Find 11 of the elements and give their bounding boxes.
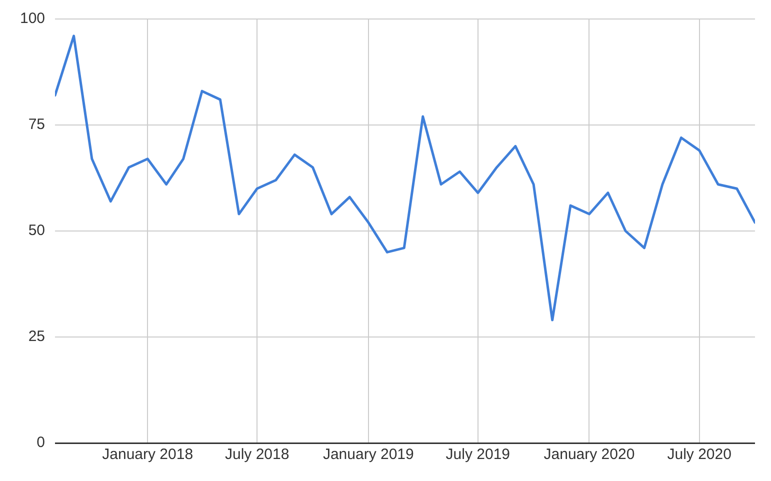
x-tick-label: July 2019 [446,446,510,464]
y-tick-label: 0 [36,434,46,452]
x-tick-label: July 2018 [224,446,290,464]
x-tick-label: January 2020 [544,446,635,464]
x-tick-label: July 2020 [667,446,732,464]
x-tick-label: January 2018 [102,446,194,464]
y-tick-label: 100 [20,10,46,28]
x-tick-label: January 2019 [322,446,414,464]
y-tick-label: 25 [28,328,46,346]
y-tick-label: 50 [28,222,46,240]
y-tick-label: 75 [28,116,46,134]
